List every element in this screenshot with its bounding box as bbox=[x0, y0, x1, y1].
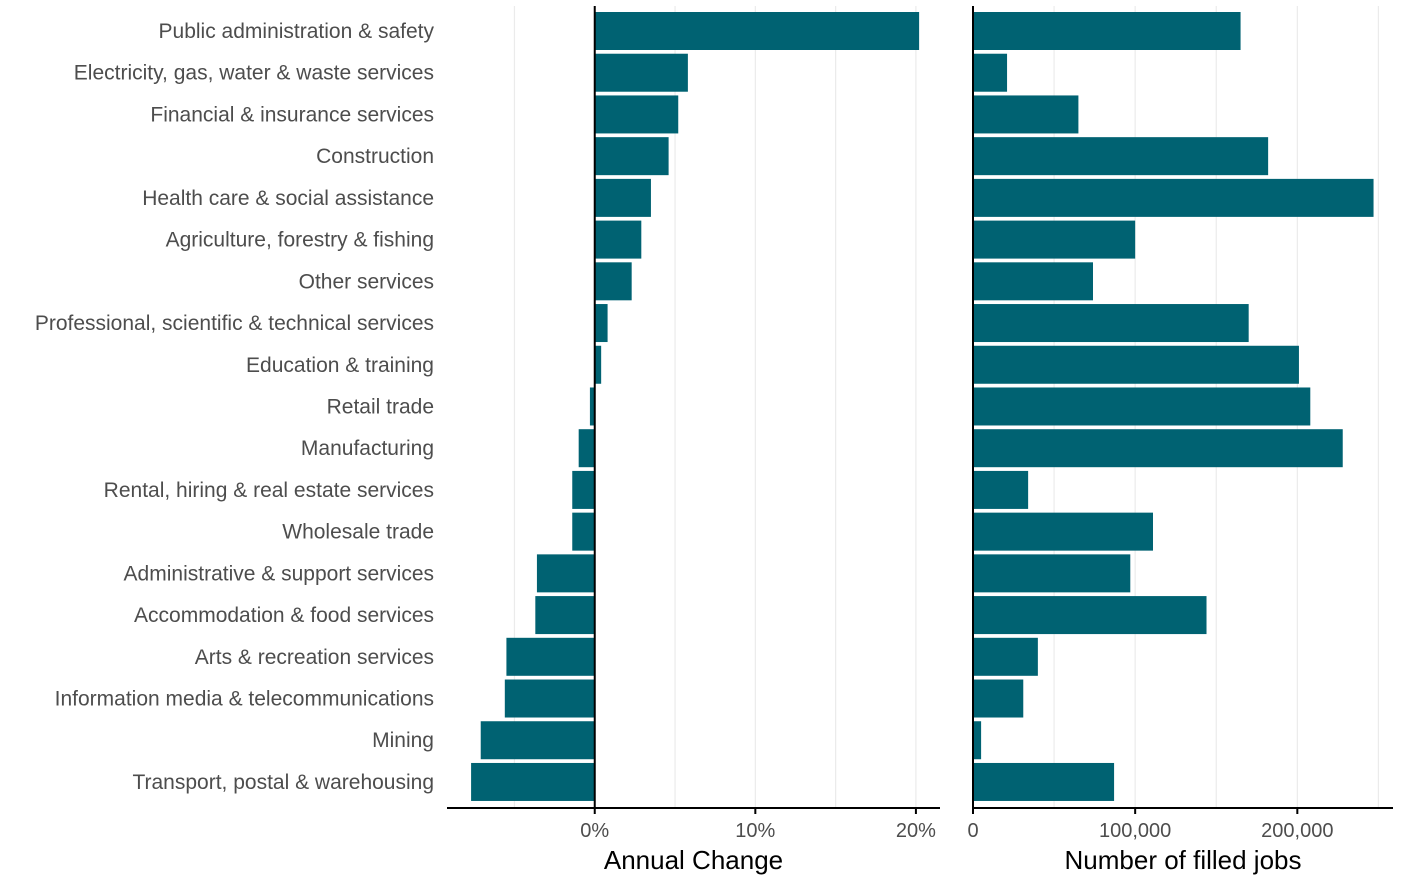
bar bbox=[594, 95, 679, 134]
category-label: Wholesale trade bbox=[282, 521, 434, 544]
bar bbox=[504, 679, 595, 718]
bar bbox=[572, 470, 595, 509]
filled-jobs-panel: 0 100,000 200,000 Number of filled jobs bbox=[967, 6, 1393, 875]
bar bbox=[594, 304, 608, 343]
bar bbox=[594, 53, 688, 92]
bar bbox=[594, 345, 602, 384]
x-tick-label: 200,000 bbox=[1261, 820, 1333, 842]
category-label: Administrative & support services bbox=[124, 562, 434, 585]
category-label: Rental, hiring & real estate services bbox=[104, 479, 434, 502]
category-label: Public administration & safety bbox=[159, 20, 435, 43]
bar bbox=[973, 387, 1311, 426]
bar bbox=[973, 762, 1115, 801]
category-label: Other services bbox=[299, 270, 434, 293]
x-tick-label: 20% bbox=[896, 820, 936, 842]
bar bbox=[594, 12, 920, 50]
bar bbox=[589, 387, 595, 426]
bar bbox=[973, 137, 1269, 176]
bar bbox=[973, 637, 1038, 676]
bar bbox=[471, 762, 595, 801]
bar bbox=[973, 12, 1241, 50]
category-label: Financial & insurance services bbox=[150, 103, 434, 126]
bar bbox=[973, 554, 1131, 593]
category-label: Retail trade bbox=[327, 395, 434, 418]
x-tick-label: 10% bbox=[735, 820, 775, 842]
bar bbox=[572, 512, 595, 551]
bar bbox=[973, 95, 1079, 134]
category-label: Mining bbox=[372, 729, 434, 752]
x-axis-title: Annual Change bbox=[604, 845, 783, 875]
category-label: Construction bbox=[316, 145, 434, 168]
bar bbox=[973, 721, 982, 760]
category-labels: Public administration & safety Electricit… bbox=[35, 20, 435, 794]
bar bbox=[973, 178, 1374, 217]
bar bbox=[973, 53, 1008, 92]
bar bbox=[535, 596, 595, 635]
bar bbox=[973, 345, 1299, 384]
bar bbox=[973, 596, 1207, 635]
bar bbox=[973, 262, 1093, 301]
category-label: Arts & recreation services bbox=[195, 646, 434, 669]
category-label: Electricity, gas, water & waste services bbox=[74, 62, 434, 85]
bar bbox=[973, 679, 1024, 718]
bar bbox=[973, 304, 1249, 343]
category-label: Professional, scientific & technical ser… bbox=[35, 312, 434, 335]
bar bbox=[973, 220, 1136, 259]
bar bbox=[973, 470, 1029, 509]
bar bbox=[506, 637, 595, 676]
bar bbox=[536, 554, 595, 593]
bar bbox=[594, 220, 642, 259]
bar bbox=[973, 512, 1153, 551]
category-label: Health care & social assistance bbox=[142, 187, 434, 210]
x-axis-title: Number of filled jobs bbox=[1065, 845, 1302, 875]
annual-change-panel: 0% 10% 20% Annual Change bbox=[447, 6, 940, 875]
bar bbox=[594, 178, 651, 217]
x-tick-label: 0 bbox=[967, 820, 978, 842]
bar bbox=[594, 262, 632, 301]
bar bbox=[480, 721, 595, 760]
category-label: Agriculture, forestry & fishing bbox=[166, 229, 434, 252]
x-tick-label: 0% bbox=[580, 820, 609, 842]
bar bbox=[973, 429, 1343, 468]
category-label: Accommodation & food services bbox=[134, 604, 434, 627]
bar bbox=[594, 137, 669, 176]
x-tick-label: 100,000 bbox=[1099, 820, 1171, 842]
category-label: Manufacturing bbox=[301, 437, 434, 460]
category-label: Education & training bbox=[246, 354, 434, 377]
category-label: Information media & telecommunications bbox=[55, 688, 434, 711]
category-label: Transport, postal & warehousing bbox=[132, 771, 434, 794]
bar bbox=[578, 429, 595, 468]
